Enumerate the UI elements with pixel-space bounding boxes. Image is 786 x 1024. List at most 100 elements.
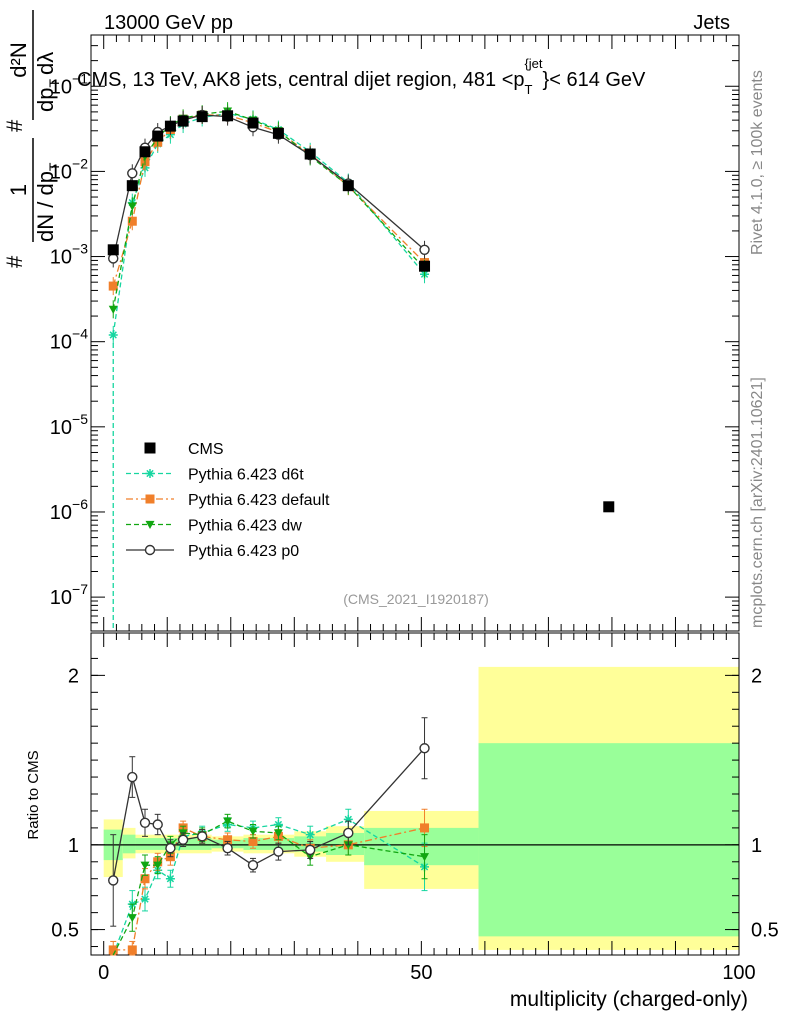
ratio-point xyxy=(127,945,137,955)
ratio-point xyxy=(420,853,430,862)
series-pythia-6-423-p0 xyxy=(108,105,430,268)
ratio-band-inner xyxy=(364,827,479,866)
main-title-sub: T xyxy=(525,82,533,97)
ratio-point xyxy=(223,817,233,826)
main-y-tick-label: 10−3 xyxy=(50,241,88,269)
legend-label: CMS xyxy=(188,441,224,458)
legend-marker xyxy=(145,469,155,478)
ratio-y-tick-label-right: 0.5 xyxy=(751,920,779,942)
data-point xyxy=(419,260,431,272)
source-label: mcplots.cern.ch [arXiv:2401.10621] xyxy=(749,377,766,628)
ratio-point xyxy=(140,861,150,870)
data-point xyxy=(108,305,118,314)
ratio-point xyxy=(108,875,119,886)
legend-marker xyxy=(144,544,156,556)
ratio-y-tick-label-right: 1 xyxy=(751,835,762,857)
data-point xyxy=(603,501,615,513)
legend: CMS Pythia 6.423 d6t Pythia 6.423 default P… xyxy=(126,441,330,560)
data-point xyxy=(127,216,137,226)
ratio-point xyxy=(305,830,315,840)
ratio-point xyxy=(304,844,316,856)
ratio-point xyxy=(140,894,150,904)
ratio-point xyxy=(127,771,138,783)
main-y-tick-label: 10−7 xyxy=(50,581,88,609)
ratio-point xyxy=(152,819,163,830)
ratio-band-inner xyxy=(243,838,295,850)
ratio-ticks-layer: 2 2 1 1 0.5 0.5 0 50 100 xyxy=(51,633,779,984)
legend-marker xyxy=(145,494,155,504)
ratio-point xyxy=(223,835,233,845)
legend-item-pythia-6-423-default: Pythia 6.423 default xyxy=(126,492,330,509)
ratio-point xyxy=(127,914,137,923)
energy-label: 13000 GeV pp xyxy=(104,12,233,34)
ratio-point xyxy=(273,846,284,857)
data-point xyxy=(177,115,189,127)
ratio-bands-layer xyxy=(91,666,739,950)
ylabel-hash: # xyxy=(2,255,27,268)
data-point xyxy=(247,117,259,129)
legend-marker xyxy=(144,442,156,454)
legend-label: Pythia 6.423 dw xyxy=(188,518,302,535)
ratio-y-tick-label: 2 xyxy=(68,665,79,687)
main-ticks-layer: 10−7 10−6 10−5 10−4 10−3 10−2 10−1 xyxy=(50,34,740,632)
ratio-point xyxy=(248,827,258,836)
main-y-tick-label: 10−1 xyxy=(50,70,88,98)
main-y-tick-label: 10−5 xyxy=(50,411,88,439)
ratio-band-inner xyxy=(135,838,212,850)
x-axis-label: multiplicity (charged-only) xyxy=(510,988,748,1011)
x-tick-label: 100 xyxy=(722,962,755,984)
legend-item-pythia-6-423-dw: Pythia 6.423 dw xyxy=(126,518,302,535)
series-cms xyxy=(107,110,615,513)
ratio-band-inner xyxy=(122,834,136,854)
ratio-point xyxy=(108,945,118,955)
data-point xyxy=(127,202,137,211)
main-title: CMS, 13 TeV, AK8 jets, central dijet reg… xyxy=(77,56,646,97)
ylabel-fraction-top: 1 xyxy=(6,184,31,196)
legend-label: Pythia 6.423 p0 xyxy=(188,543,299,560)
ratio-y-tick-label: 1 xyxy=(68,835,79,857)
legend-label: Pythia 6.423 d6t xyxy=(188,467,304,484)
ratio-point xyxy=(343,814,353,824)
main-panel-frame xyxy=(90,34,740,632)
ratio-point xyxy=(165,874,175,884)
ylabel-rhs-bottom: dpTdλ xyxy=(33,52,62,112)
x-tick-label: 50 xyxy=(410,962,432,984)
data-point xyxy=(152,130,164,142)
ratio-y-tick-label: 0.5 xyxy=(51,920,79,942)
main-series-layer xyxy=(107,102,615,631)
data-point xyxy=(108,330,118,340)
ratio-point xyxy=(222,843,233,854)
ratio-point xyxy=(420,823,430,833)
main-title-sup: {jet xyxy=(524,56,542,71)
legend-item-pythia-6-423-p0: Pythia 6.423 p0 xyxy=(126,543,299,560)
main-title-suffix: }< 614 GeV xyxy=(543,69,647,91)
ratio-y-axis-label: Ratio to CMS xyxy=(25,750,42,839)
x-tick-label: 0 xyxy=(98,962,109,984)
data-point xyxy=(126,180,138,192)
ratio-y-tick-label-right: 2 xyxy=(751,665,762,687)
ratio-band-inner xyxy=(478,743,739,937)
ratio-point xyxy=(273,829,283,838)
main-y-tick-label: 10−2 xyxy=(50,155,88,183)
data-point xyxy=(164,120,176,132)
rivet-version-label: Rivet 4.1.0, ≥ 100k events xyxy=(749,70,766,255)
ratio-point xyxy=(343,827,354,839)
ylabel-fraction-bottom: dN / dpT xyxy=(33,162,62,242)
ratio-point xyxy=(273,820,283,830)
legend-label: Pythia 6.423 default xyxy=(188,492,330,509)
ratio-series-layer xyxy=(108,717,430,956)
legend-item-cms: CMS xyxy=(144,441,224,458)
analysis-watermark: (CMS_2021_I1920187) xyxy=(343,591,489,607)
legend-item-pythia-6-423-d6t: Pythia 6.423 d6t xyxy=(126,467,304,484)
main-y-tick-label: 10−4 xyxy=(50,326,88,354)
ratio-point xyxy=(153,861,163,870)
data-point xyxy=(196,111,208,123)
data-point xyxy=(342,180,354,192)
ylabel-rhs-top: d²N xyxy=(6,42,31,77)
main-title-prefix: CMS, 13 TeV, AK8 jets, central dijet reg… xyxy=(77,69,525,91)
data-point xyxy=(127,168,138,179)
ratio-series-pythia-6-423-p0 xyxy=(108,717,430,927)
data-point xyxy=(139,146,151,158)
ratio-point xyxy=(247,859,259,871)
